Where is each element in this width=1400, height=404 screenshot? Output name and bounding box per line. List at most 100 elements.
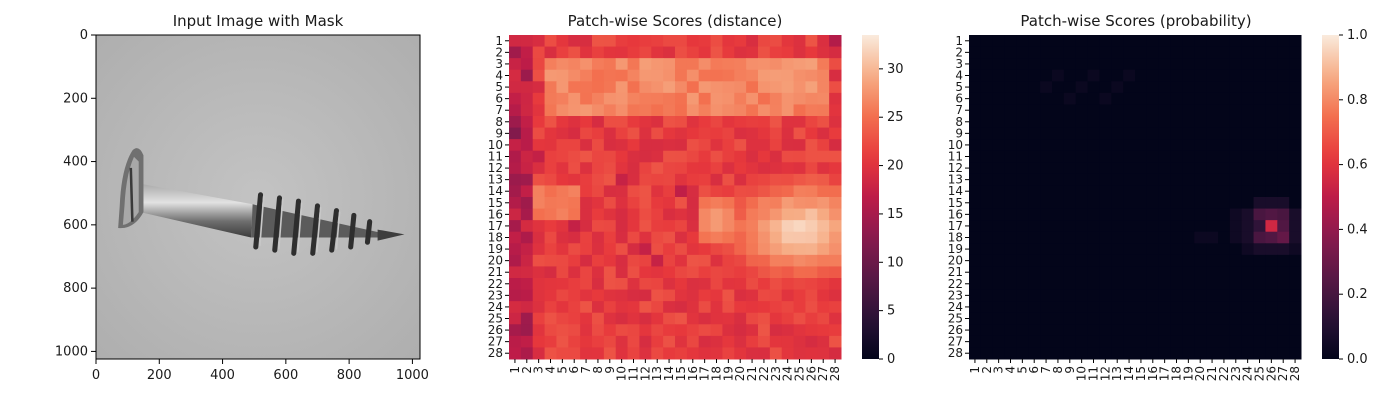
heatmap-cell — [980, 231, 994, 244]
heatmap-cell — [969, 197, 982, 210]
heatmap-cell — [532, 104, 546, 117]
heatmap-cell — [603, 254, 617, 267]
heatmap-cell — [651, 150, 664, 163]
heatmap-cell — [1004, 35, 1017, 48]
heatmap-x-tick-label: 16 — [1146, 366, 1160, 381]
heatmap-cell — [603, 220, 617, 233]
heatmap-cell — [710, 139, 723, 152]
heatmap-cell — [781, 208, 795, 221]
heatmap-cell — [615, 266, 629, 279]
heatmap-cell — [556, 139, 569, 152]
heatmap-cell — [805, 335, 818, 348]
heatmap-cell — [1229, 81, 1243, 94]
heatmap-cell — [980, 324, 994, 337]
heatmap-cell — [980, 312, 994, 325]
heatmap-cell — [1277, 289, 1290, 302]
heatmap-cell — [793, 335, 806, 348]
heatmap-cell — [509, 127, 522, 140]
heatmap-cell — [1194, 35, 1207, 48]
heatmap-cell — [793, 185, 806, 198]
heatmap-cell — [580, 243, 593, 256]
heatmap-cell — [1182, 92, 1195, 105]
heatmap-cell — [969, 127, 982, 140]
heatmap-cell — [1158, 81, 1172, 94]
heatmap-cell — [1028, 92, 1041, 105]
heatmap-cell — [1218, 243, 1231, 256]
heatmap-x-tick-label: 23 — [769, 366, 783, 381]
heatmap-cell — [1277, 347, 1290, 360]
heatmap-cell — [627, 347, 640, 360]
heatmap-x-tick-label: 10 — [1075, 366, 1089, 381]
heatmap-x-tick-label: 5 — [1015, 366, 1029, 374]
heatmap-cell — [675, 312, 688, 325]
heatmap-cell — [1170, 150, 1183, 163]
heatmap-cell — [817, 162, 830, 175]
heatmap-cell — [615, 289, 629, 302]
heatmap-x-tick-label: 10 — [615, 366, 629, 381]
heatmap-cell — [734, 312, 747, 325]
heatmap-cell — [1099, 208, 1112, 221]
heatmap-cell — [829, 116, 842, 129]
heatmap-cell — [1052, 197, 1065, 210]
heatmap-cell — [639, 139, 652, 152]
heatmap-cell — [1004, 220, 1017, 233]
heatmap-cell — [710, 197, 723, 210]
heatmap-cell — [1087, 243, 1100, 256]
heatmap-cell — [1289, 347, 1302, 360]
heatmap-cell — [781, 92, 795, 105]
heatmap-cell — [520, 162, 534, 175]
heatmap-cell — [1170, 35, 1183, 48]
heatmap-cell — [1229, 150, 1243, 163]
heatmap-cell — [769, 254, 783, 267]
heatmap-cell — [556, 46, 569, 59]
heatmap-cell — [781, 197, 795, 210]
heatmap-cell — [1182, 231, 1195, 244]
heatmap-cell — [1028, 208, 1041, 221]
heatmap-cell — [805, 46, 818, 59]
heatmap-y-tick-label: 4 — [955, 69, 963, 83]
heatmap-cell — [710, 162, 723, 175]
heatmap-cell — [639, 220, 652, 233]
heatmap-cell — [980, 254, 994, 267]
heatmap-cell — [710, 46, 723, 59]
heatmap-cell — [675, 58, 688, 71]
heatmap-cell — [1253, 220, 1266, 233]
heatmap-cell — [1111, 92, 1124, 105]
heatmap-cell — [615, 116, 629, 129]
heatmap-cell — [805, 324, 818, 337]
heatmap-cell — [1206, 254, 1219, 267]
heatmap-cell — [1123, 197, 1136, 210]
heatmap-cell — [710, 254, 723, 267]
heatmap-cell — [592, 104, 605, 117]
heatmap-cell — [1087, 208, 1100, 221]
heatmap-cell — [734, 150, 747, 163]
heatmap-cell — [615, 139, 629, 152]
input-x-tick-label: 200 — [147, 368, 172, 383]
heatmap-cell — [829, 58, 842, 71]
heatmap-cell — [1052, 185, 1065, 198]
heatmap-cell — [992, 335, 1006, 348]
heatmap-cell — [1028, 324, 1041, 337]
heatmap-cell — [580, 104, 593, 117]
heatmap-cell — [805, 312, 818, 325]
heatmap-cell — [992, 243, 1006, 256]
heatmap-cell — [805, 104, 818, 117]
heatmap-cell — [1229, 162, 1243, 175]
heatmap-cell — [1170, 69, 1183, 82]
input-x-tick-label: 0 — [92, 368, 100, 383]
heatmap-cell — [627, 139, 640, 152]
heatmap-cell — [1182, 46, 1195, 59]
heatmap-cell — [1170, 81, 1183, 94]
heatmap-cell — [1194, 127, 1207, 140]
input-image-title: Input Image with Mask — [173, 12, 344, 30]
heatmap-cell — [639, 173, 652, 186]
heatmap-cell — [1218, 162, 1231, 175]
heatmap-cell — [1289, 312, 1302, 325]
heatmap-cell — [568, 254, 581, 267]
heatmap-cell — [651, 312, 664, 325]
heatmap-cell — [1182, 127, 1195, 140]
heatmap-cell — [1229, 220, 1243, 233]
heatmap-cell — [746, 173, 759, 186]
heatmap-cell — [1087, 116, 1100, 129]
heatmap-cell — [710, 116, 723, 129]
